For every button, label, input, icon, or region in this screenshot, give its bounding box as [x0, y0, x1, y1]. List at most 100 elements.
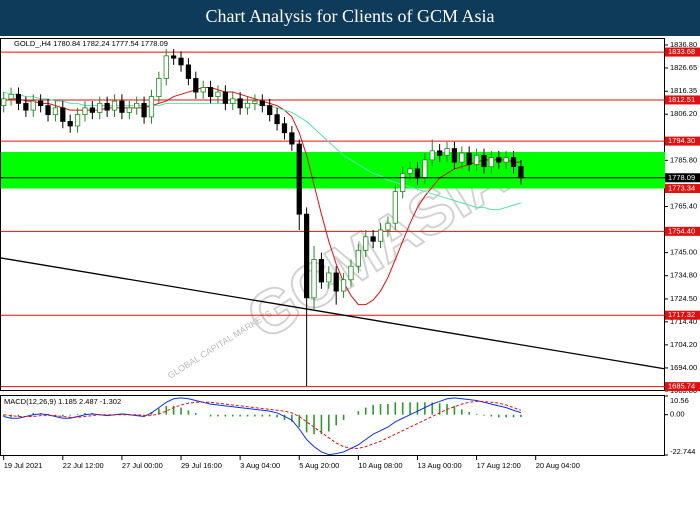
candle-body [311, 258, 317, 299]
macd-bar [209, 414, 212, 417]
candle-body [237, 98, 243, 109]
macd-bar [291, 414, 293, 422]
macd-bar [172, 405, 175, 415]
y-tick-label: 1836.80 [670, 40, 697, 49]
x-tick-label: 20 Aug 04:00 [536, 461, 580, 470]
zone-label: 1773.34 [668, 184, 695, 193]
candle-body [134, 102, 140, 109]
candle-body [429, 150, 435, 161]
candle-body [82, 107, 88, 116]
candle-body [392, 191, 398, 224]
macd-bar [512, 414, 515, 418]
macd-bar [187, 410, 190, 415]
macd-bar [387, 404, 389, 415]
candle-body [156, 78, 162, 97]
y-tick-label: 1826.65 [670, 63, 697, 72]
level-label: 1754.40 [668, 226, 695, 235]
candle-body [178, 57, 184, 66]
macd-bar [298, 414, 301, 428]
macd-bar [62, 414, 64, 417]
candle-body [385, 222, 391, 231]
candle-body [60, 107, 66, 122]
level-label: 1812.51 [668, 95, 695, 104]
macd-line [3, 397, 522, 456]
y-tick-label: 1745.00 [670, 248, 697, 257]
macd-bar [320, 414, 323, 435]
x-tick-label: 3 Aug 04:00 [240, 461, 280, 470]
y-tick-label: 1704.20 [670, 340, 697, 349]
x-tick-label: 27 Jul 00:00 [122, 461, 163, 470]
x-tick-label: 13 Aug 00:00 [417, 461, 461, 470]
symbol-header: GOLD_,H4 1780.84 1782.24 1777.54 1778.09 [14, 39, 168, 48]
candle-body [8, 93, 14, 100]
candle-body [97, 102, 103, 113]
candle-body [488, 157, 494, 168]
candle-body [363, 236, 369, 251]
level-label-bg [665, 382, 700, 392]
y-tick-label: 1724.50 [670, 294, 697, 303]
level-label-bg [665, 95, 700, 105]
level-label-bg [665, 136, 700, 146]
candle-body [1, 98, 7, 107]
zone-label-bg [665, 184, 700, 194]
level-label: 1685.74 [668, 382, 695, 391]
candle-body [318, 258, 325, 283]
y-tick-label: 1694.00 [670, 363, 697, 372]
candle-body [400, 173, 406, 192]
macd-bar [239, 414, 241, 417]
macd-bar [520, 414, 522, 418]
candle-body [38, 100, 44, 107]
macd-bar [401, 402, 404, 415]
candle-body [207, 87, 214, 97]
macd-bar [461, 409, 463, 415]
zone [1, 151, 665, 189]
macd-bar [268, 414, 271, 417]
candle-body [274, 114, 280, 125]
macd-bar [231, 414, 234, 417]
candle-body [252, 100, 258, 104]
macd-bar [2, 414, 5, 417]
candle-body [281, 123, 288, 134]
macd-bar [254, 414, 256, 417]
level-label-bg [665, 47, 700, 57]
candle-body [126, 107, 132, 113]
candle-body [89, 107, 95, 113]
macd-bar [409, 402, 411, 415]
macd-bar [490, 414, 493, 417]
main-panel: 1836.80 1826.65 1816.35 1806.20 1785.80 1765.… [0, 40, 700, 470]
candle-body [15, 93, 22, 104]
candle-body [473, 154, 480, 165]
candle-body [333, 272, 339, 292]
title-bar [0, 0, 700, 36]
y-tick-label: 1714.40 [670, 317, 697, 326]
level-label-bg [665, 310, 700, 320]
x-tick-label: 29 Jul 16:00 [181, 461, 222, 470]
macd-bar [357, 411, 360, 415]
candle-body [244, 102, 251, 109]
macd-bar [158, 408, 160, 415]
candle-body [267, 105, 273, 116]
signal-line [3, 400, 522, 449]
candle-body [230, 98, 236, 104]
candle-body [200, 87, 206, 93]
candle-body [30, 100, 36, 111]
macd-bar [224, 414, 227, 417]
macd-bar [372, 404, 374, 415]
x-tick-label: 17 Aug 12:00 [477, 461, 521, 470]
candle-body [444, 148, 450, 156]
macd-bar [475, 413, 478, 415]
macd-header: MACD(12,26,9) 1.185 2.487 -1.302 [4, 397, 121, 406]
watermark-subtext: GLOBAL CAPITAL MARKETS [166, 308, 274, 380]
candle-body [304, 213, 310, 299]
candle-body [148, 96, 155, 118]
candle-body [74, 114, 81, 127]
macd-panel: 10.56 0.00 -22.744 [2, 395, 695, 456]
macd-bar [483, 414, 485, 416]
macd-bar [246, 414, 249, 417]
macd-bar [505, 414, 507, 418]
x-tick-label: 5 Aug 20:00 [299, 461, 339, 470]
macd-bar [431, 402, 434, 415]
x-tick-label: 22 Jul 12:00 [63, 461, 104, 470]
